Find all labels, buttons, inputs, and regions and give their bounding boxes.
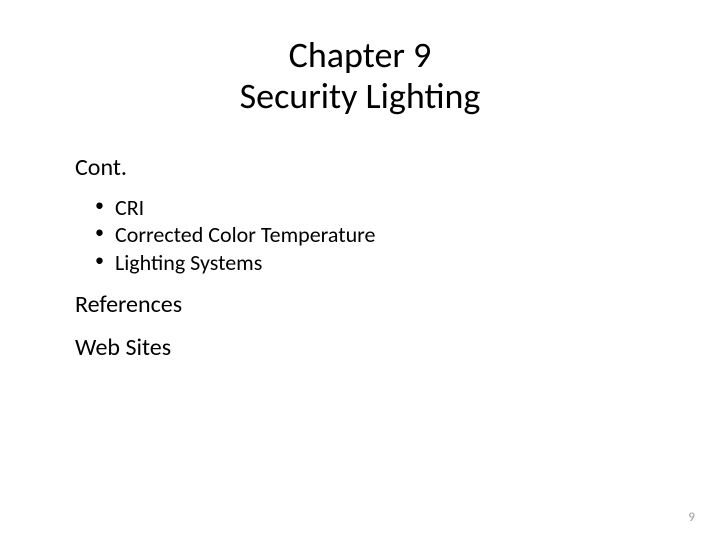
bullet-list: CRI Corrected Color Temperature Lighting…: [75, 194, 650, 277]
title-block: Chapter 9 Security Lighting: [70, 35, 650, 118]
websites-heading: Web Sites: [75, 333, 650, 362]
slide-container: Chapter 9 Security Lighting Cont. CRI Co…: [0, 0, 720, 540]
references-heading: References: [75, 290, 650, 319]
bullet-item: Lighting Systems: [95, 249, 650, 277]
title-line-1: Chapter 9: [70, 35, 650, 76]
title-line-2: Security Lighting: [70, 76, 650, 117]
cont-heading: Cont.: [75, 153, 650, 182]
bullet-item: CRI: [95, 194, 650, 222]
bullet-item: Corrected Color Temperature: [95, 221, 650, 249]
content-block: Cont. CRI Corrected Color Temperature Li…: [70, 153, 650, 363]
page-number: 9: [688, 510, 695, 525]
